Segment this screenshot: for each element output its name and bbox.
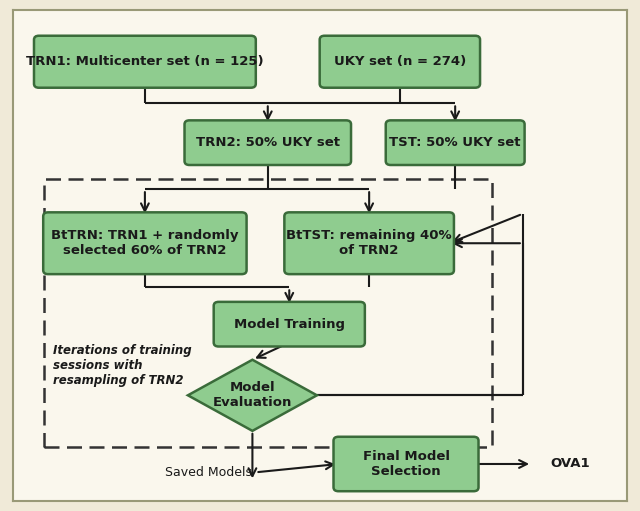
Text: Final Model
Selection: Final Model Selection [362, 450, 449, 478]
Text: Model
Evaluation: Model Evaluation [212, 381, 292, 409]
FancyBboxPatch shape [333, 437, 479, 491]
Text: Saved Models: Saved Models [165, 466, 252, 479]
FancyBboxPatch shape [386, 121, 525, 165]
Text: TRN1: Multicenter set (n = 125): TRN1: Multicenter set (n = 125) [26, 55, 264, 68]
FancyBboxPatch shape [34, 36, 256, 88]
Text: OVA1: OVA1 [550, 457, 590, 471]
FancyBboxPatch shape [320, 36, 480, 88]
Text: BtTST: remaining 40%
of TRN2: BtTST: remaining 40% of TRN2 [286, 229, 452, 257]
FancyBboxPatch shape [214, 302, 365, 346]
FancyBboxPatch shape [44, 213, 246, 274]
Text: UKY set (n = 274): UKY set (n = 274) [333, 55, 466, 68]
Text: Model Training: Model Training [234, 318, 345, 331]
Text: BtTRN: TRN1 + randomly
selected 60% of TRN2: BtTRN: TRN1 + randomly selected 60% of T… [51, 229, 239, 257]
Polygon shape [188, 360, 317, 431]
Text: TST: 50% UKY set: TST: 50% UKY set [389, 136, 521, 149]
FancyBboxPatch shape [184, 121, 351, 165]
Text: TRN2: 50% UKY set: TRN2: 50% UKY set [196, 136, 340, 149]
Text: Iterations of training
sessions with
resampling of TRN2: Iterations of training sessions with res… [52, 344, 191, 387]
FancyBboxPatch shape [284, 213, 454, 274]
